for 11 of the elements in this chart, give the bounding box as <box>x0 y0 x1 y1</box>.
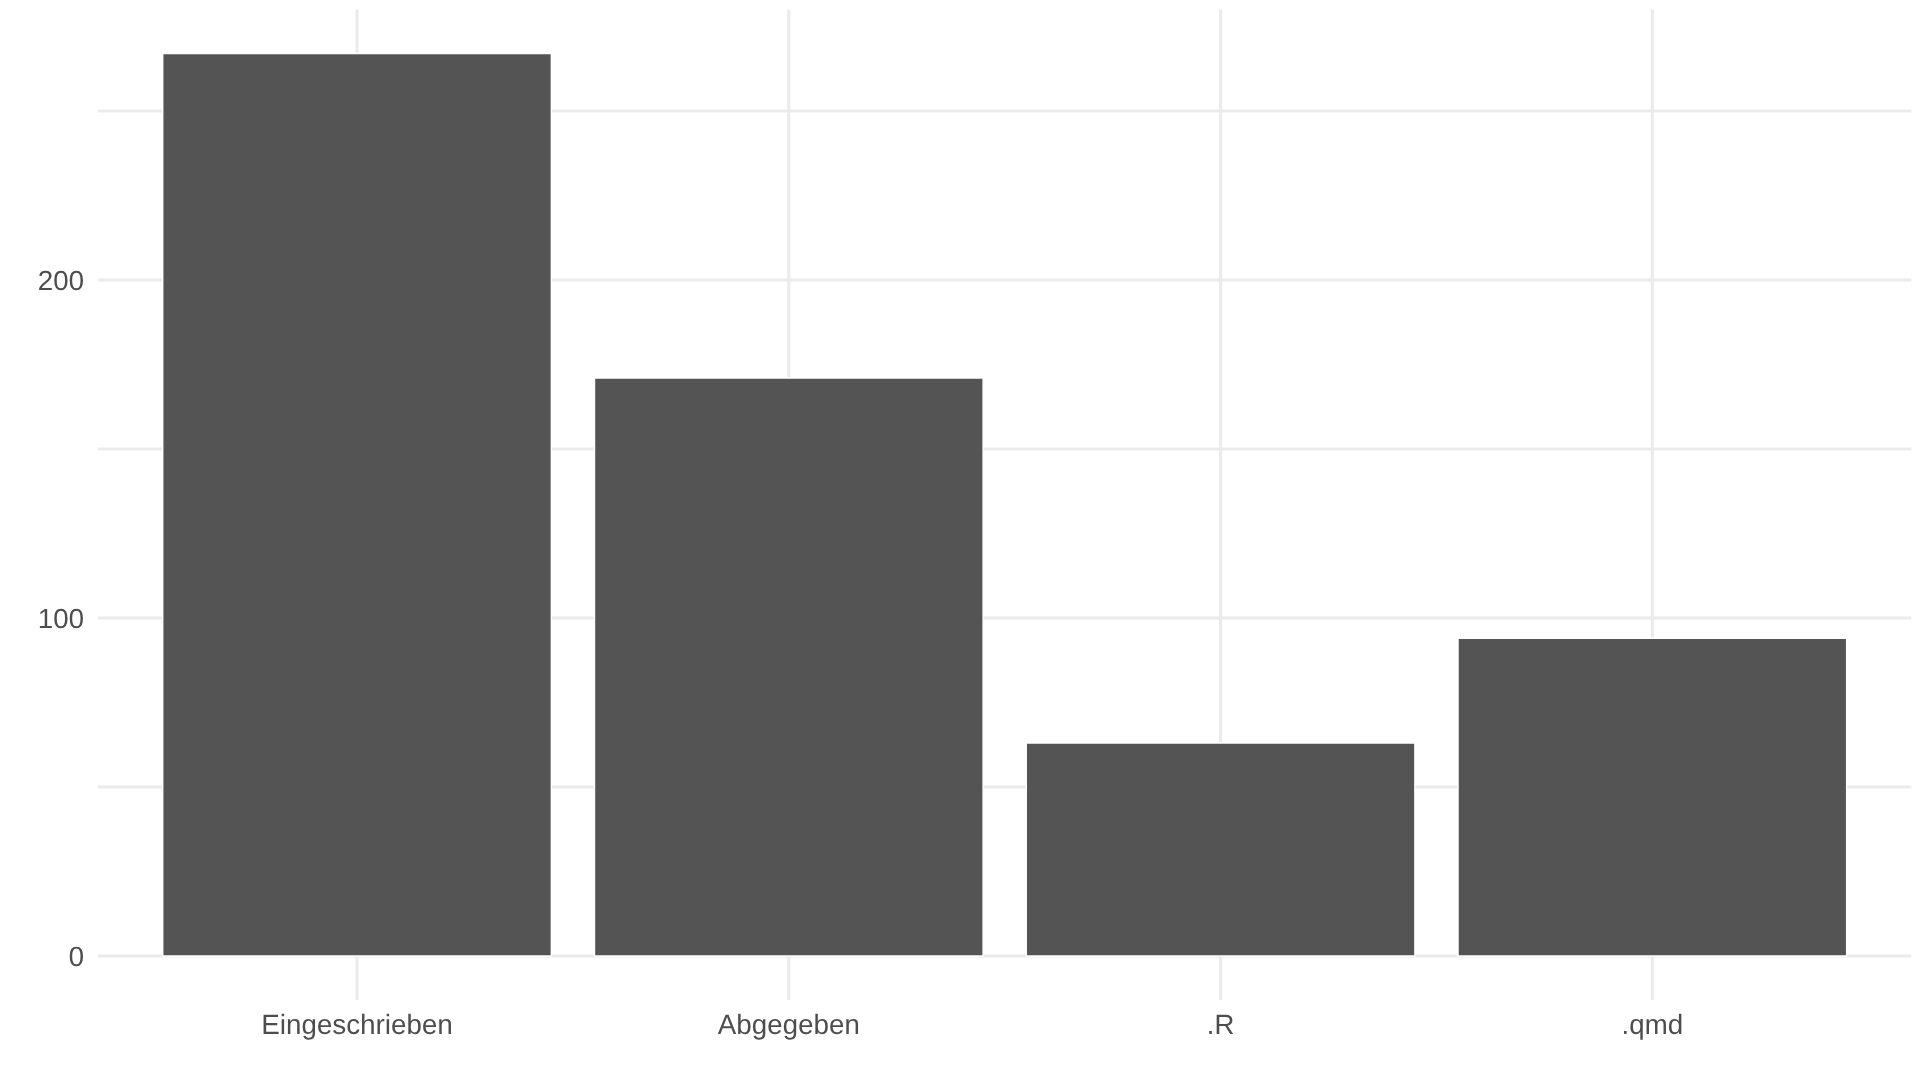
x-tick-label: .qmd <box>1623 1013 1682 1040</box>
x-tick-label: Abgegeben <box>717 1013 859 1040</box>
bar <box>1457 637 1848 957</box>
y-tick-label: 100 <box>39 608 83 629</box>
x-tick-label: .R <box>1209 1014 1234 1034</box>
y-tick-label: 0 <box>69 946 83 967</box>
bar <box>593 377 984 957</box>
bar <box>162 52 553 957</box>
bar <box>1025 742 1416 957</box>
y-tick-label: 200 <box>39 270 83 291</box>
x-tick-label: Eingeschrieben <box>263 1013 451 1040</box>
